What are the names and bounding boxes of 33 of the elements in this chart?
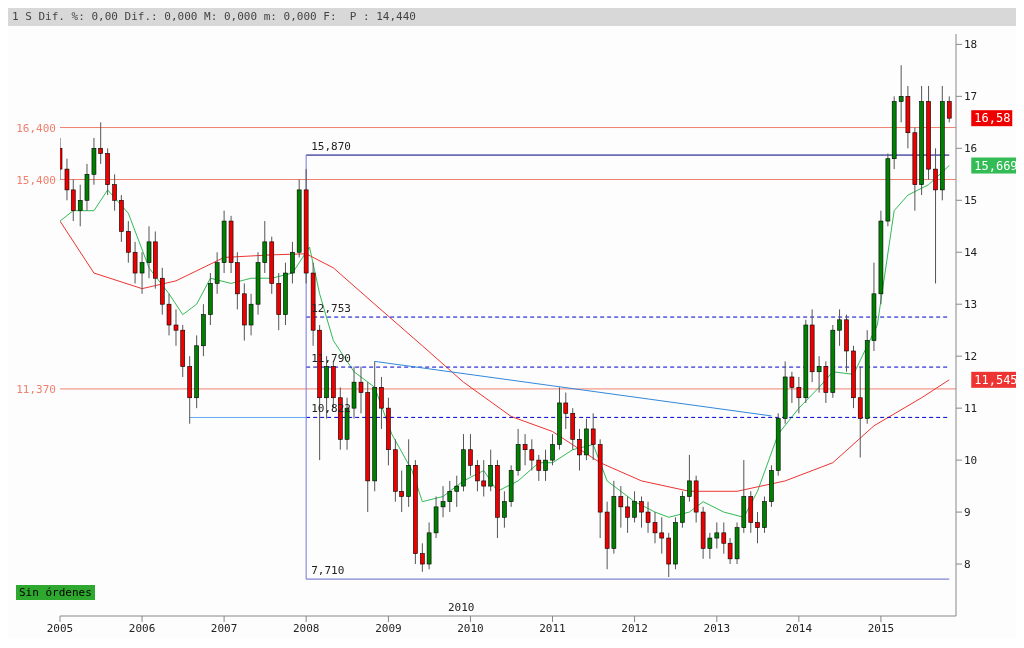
- y-tick-label: 9: [964, 505, 971, 519]
- y-tick-label: 11: [964, 402, 978, 416]
- x-tick-label: 2015: [867, 621, 895, 635]
- annotation: 15,870: [311, 140, 351, 154]
- x-tick-label: 2007: [210, 621, 238, 635]
- x-tick-label: 2009: [375, 621, 402, 635]
- y-tick-label: 18: [964, 38, 978, 52]
- ref-line-label: 15,400: [16, 173, 56, 187]
- y-tick-label: 17: [964, 90, 978, 104]
- x-tick-label: 2008: [292, 621, 320, 635]
- y-tick-label: 8: [964, 557, 971, 571]
- x-tick-label: 2014: [785, 621, 813, 635]
- y-tick-label: 12: [964, 350, 978, 364]
- x-tick-label: 2012: [621, 621, 648, 635]
- y-tick-label: 13: [964, 298, 978, 312]
- y-tick-label: 10: [964, 454, 978, 468]
- annotation: 15,669: [974, 158, 1018, 173]
- y-tick-label: 16: [964, 142, 978, 156]
- annotation: 16,58: [974, 111, 1011, 126]
- chart-title: 1 S Dif. %: 0,00 Dif.: 0,000 M: 0,000 m: 0,000 F: P : 14,440: [8, 8, 1016, 26]
- x-tick-label: 2011: [539, 621, 566, 635]
- y-tick-label: 14: [964, 246, 978, 260]
- x-tick-label: 2005: [46, 621, 74, 635]
- annotation: 2010: [448, 601, 475, 614]
- y-tick-label: 15: [964, 194, 978, 208]
- ref-line-label: 11,370: [16, 382, 56, 396]
- annotation: 7,710: [311, 564, 345, 578]
- x-tick-label: 2006: [128, 621, 156, 635]
- x-tick-label: 2013: [703, 621, 731, 635]
- x-tick-label: 2010: [457, 621, 484, 635]
- annotation: Sin órdenes: [16, 585, 95, 600]
- annotation: 11,545: [974, 372, 1018, 387]
- ref-line-label: 16,400: [16, 121, 56, 135]
